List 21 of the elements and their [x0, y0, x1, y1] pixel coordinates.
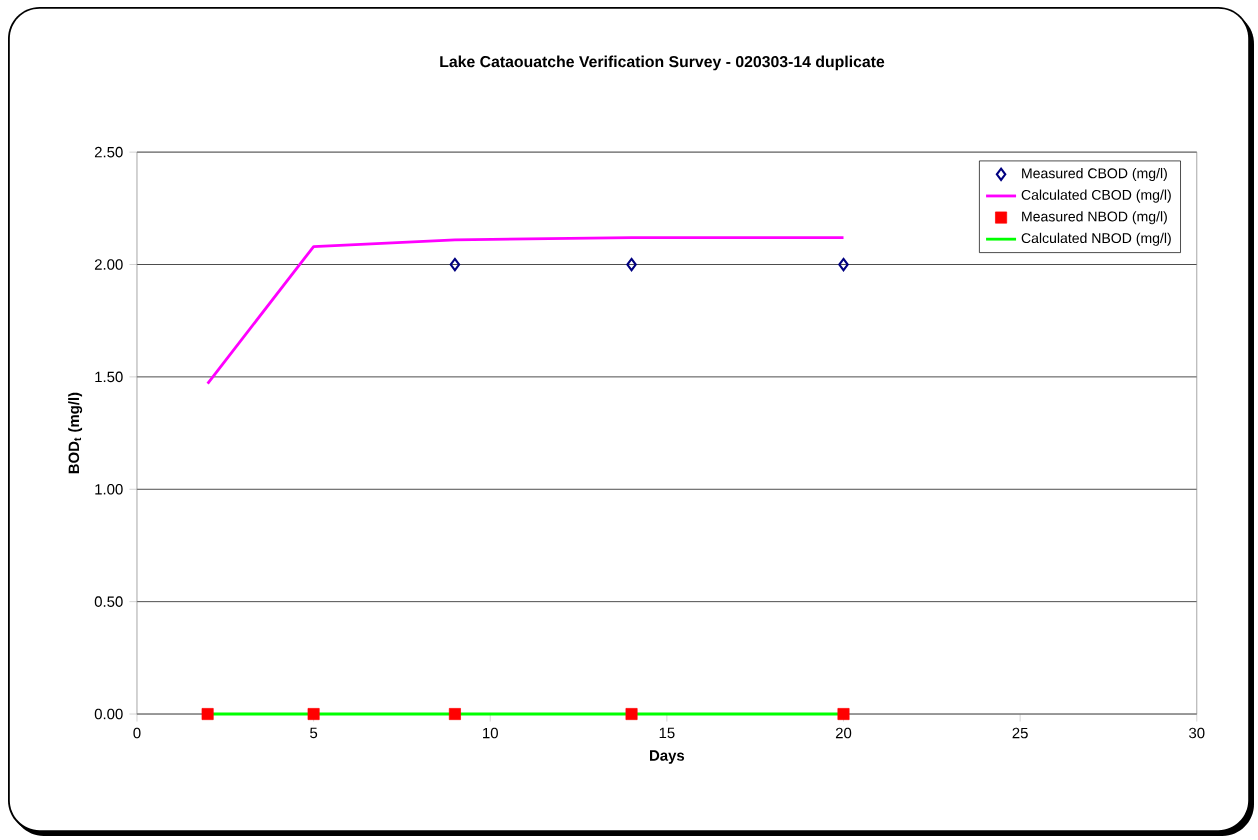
y-tick-label: 1.50 — [95, 371, 123, 383]
y-tick-label: 2.50 — [94, 146, 123, 158]
x-tick-label: 30 — [1189, 727, 1205, 739]
y-tick-label: 0.00 — [94, 708, 123, 720]
chart-title: Lake Cataouatche Verification Survey - 020303-14 duplicate — [440, 55, 885, 71]
x-tick-label: 5 — [310, 727, 318, 739]
line-series — [206, 236, 845, 386]
x-axis-title: Days — [650, 750, 685, 764]
y-tick-label: 0.50 — [94, 596, 123, 607]
x-tick-label: 25 — [1012, 727, 1028, 739]
y-axis-title: BOD$_{t}$ (mg/l) — [68, 392, 83, 474]
legend-label: Measured CBOD (mg/l) — [1022, 167, 1167, 182]
y-tick-label: 1.00 — [95, 484, 123, 495]
y-tick-label: 2.00 — [94, 259, 123, 270]
legend-label: Calculated CBOD (mg/l) — [1021, 189, 1171, 203]
x-tick-label: 0 — [133, 727, 141, 739]
x-tick-label: 20 — [835, 727, 852, 739]
x-tick-label: 15 — [659, 727, 675, 739]
legend-label: Calculated NBOD (mg/l) — [1021, 232, 1171, 246]
x-tick-label: 10 — [483, 727, 498, 739]
legend-label: Measured NBOD (mg/l) — [1022, 211, 1167, 225]
